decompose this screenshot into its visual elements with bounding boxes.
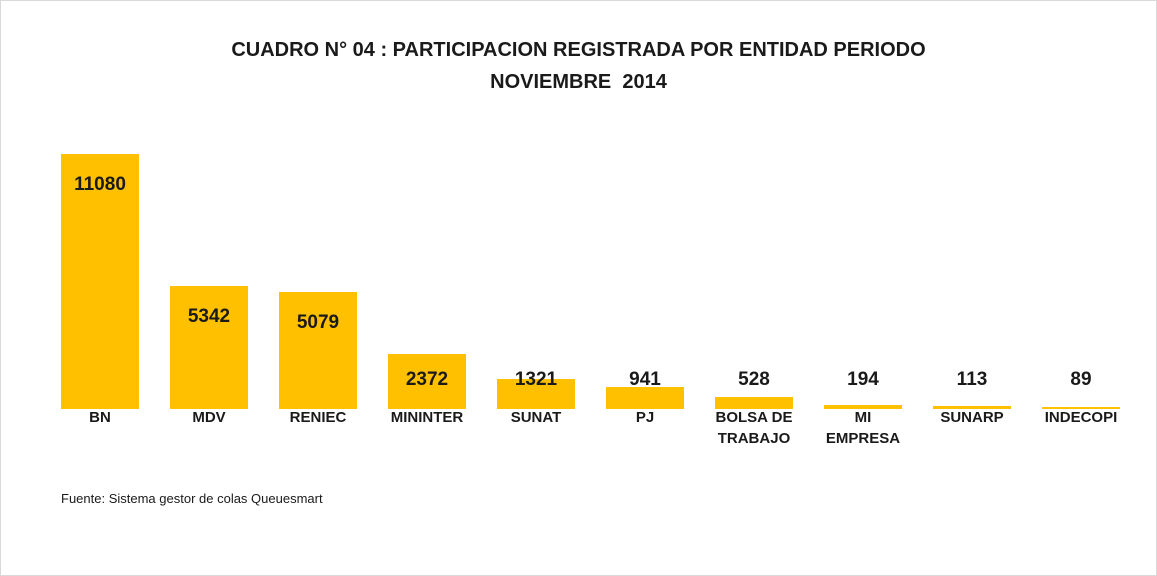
x-tick-label: BN bbox=[89, 409, 111, 426]
chart-title: CUADRO N° 04 : PARTICIPACION REGISTRADA … bbox=[231, 39, 926, 61]
x-tick-label: SUNAT bbox=[510, 409, 562, 426]
bar bbox=[170, 286, 248, 409]
value-label: 5342 bbox=[187, 306, 231, 328]
value-label: 1321 bbox=[514, 369, 558, 390]
bar bbox=[279, 292, 357, 409]
x-tick-label: RENIEC bbox=[289, 409, 347, 426]
bar bbox=[61, 154, 139, 409]
bar bbox=[388, 354, 466, 409]
bar bbox=[933, 406, 1011, 409]
value-label: 528 bbox=[738, 369, 770, 390]
bar bbox=[1042, 406, 1120, 409]
x-tick-label: SUNARP bbox=[940, 409, 1004, 426]
x-tick-label: BOLSA DE TRABAJO bbox=[715, 409, 793, 447]
value-label: 941 bbox=[629, 369, 661, 390]
bar bbox=[715, 396, 793, 409]
value-label: 113 bbox=[956, 369, 988, 390]
x-tick-label: PJ bbox=[635, 409, 655, 426]
source-note: Fuente: Sistema gestor de colas Queuesma… bbox=[61, 491, 323, 506]
x-tick-label: MI EMPRESA bbox=[825, 409, 901, 447]
chart-subtitle: NOVIEMBRE 2014 bbox=[490, 71, 667, 93]
value-label: 5079 bbox=[296, 312, 340, 334]
value-label: 194 bbox=[847, 369, 879, 390]
value-label: 11080 bbox=[74, 174, 126, 195]
bar bbox=[824, 404, 902, 409]
x-tick-label: MDV bbox=[192, 409, 226, 426]
x-tick-label: INDECOPI bbox=[1044, 409, 1118, 426]
value-label: 2372 bbox=[405, 369, 449, 390]
value-label: 89 bbox=[1070, 369, 1092, 390]
bar bbox=[606, 387, 684, 409]
bar bbox=[497, 378, 575, 409]
x-tick-label: MININTER bbox=[390, 409, 464, 426]
